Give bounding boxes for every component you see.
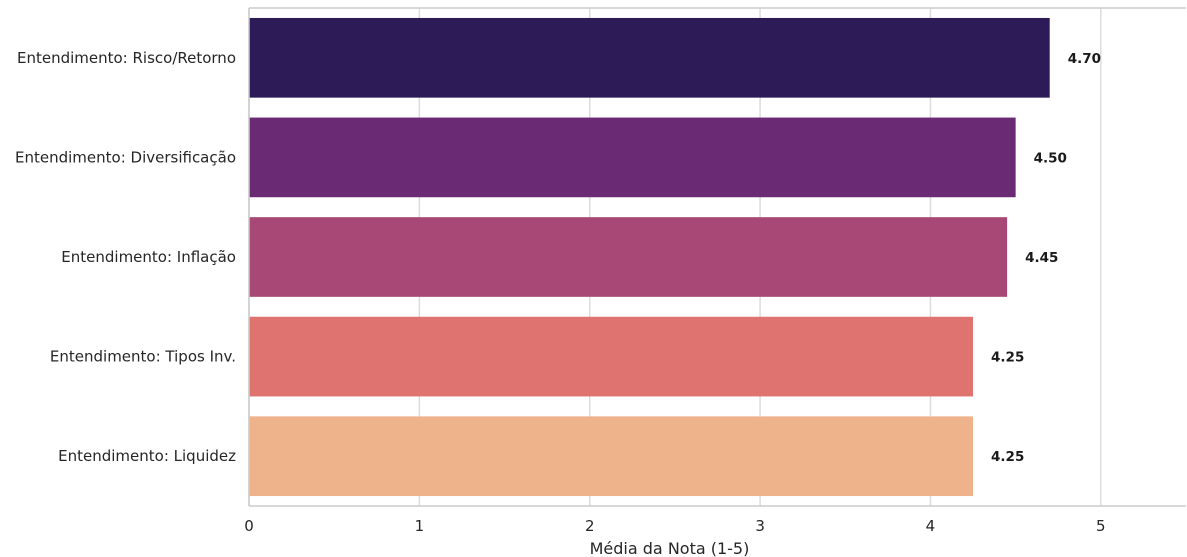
category-labels: Entendimento: Risco/Retorno Entendimento:… [15,49,236,465]
value-label-1: 4.50 [1034,150,1067,166]
category-label-0: Entendimento: Risco/Retorno [17,49,236,67]
value-label-2: 4.45 [1025,250,1058,266]
bar-0 [249,18,1050,98]
x-tick-label-5: 5 [1096,517,1106,535]
value-labels: 4.70 4.50 4.45 4.25 4.25 [991,51,1101,465]
bar-3 [249,317,973,397]
x-tick-label-0: 0 [244,517,254,535]
bar-2 [249,217,1007,297]
x-tick-label-2: 2 [585,517,595,535]
value-label-4: 4.25 [991,449,1024,465]
x-tick-labels: 0 1 2 3 4 5 [244,517,1105,535]
value-label-0: 4.70 [1068,51,1101,67]
bar-4 [249,416,973,496]
value-label-3: 4.25 [991,350,1024,366]
x-tick-label-3: 3 [755,517,765,535]
category-label-2: Entendimento: Inflação [61,248,236,266]
x-tick-label-4: 4 [926,517,936,535]
x-axis-title: Média da Nota (1-5) [590,539,750,557]
category-label-1: Entendimento: Diversificação [15,148,236,166]
bars [249,18,1050,496]
bar-1 [249,118,1016,198]
category-label-3: Entendimento: Tipos Inv. [50,348,236,366]
category-label-4: Entendimento: Liquidez [58,447,236,465]
x-tick-label-1: 1 [415,517,425,535]
